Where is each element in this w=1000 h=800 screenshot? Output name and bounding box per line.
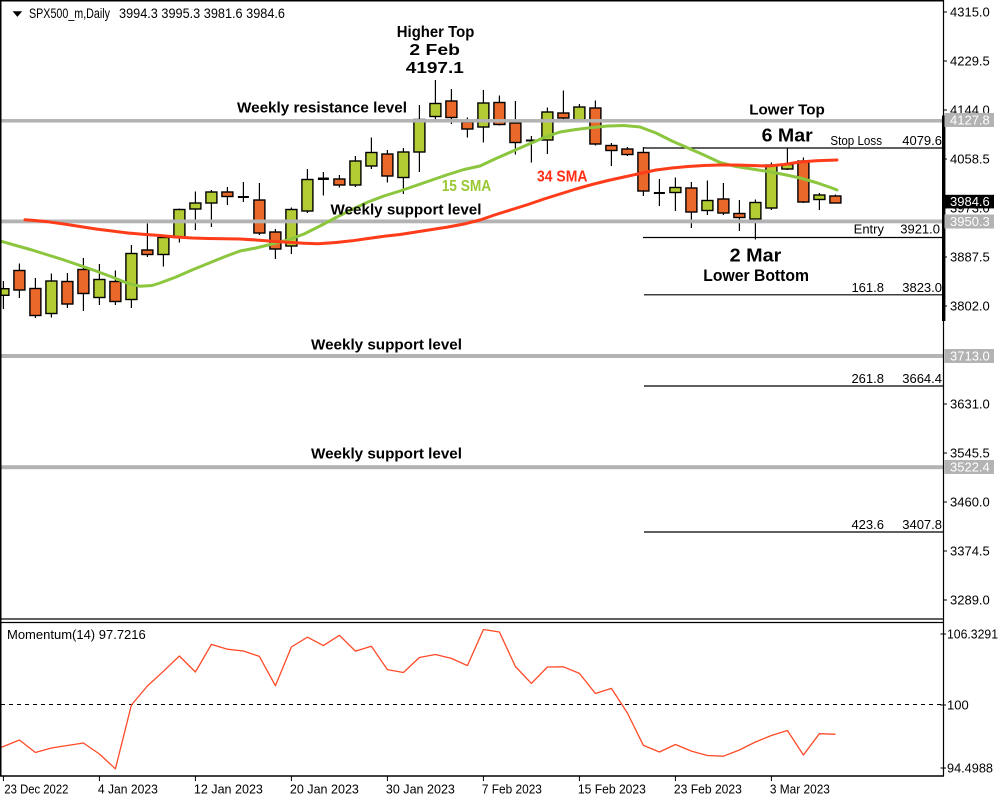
svg-text:3713.0: 3713.0 [950, 349, 990, 364]
svg-text:3802.0: 3802.0 [950, 299, 990, 314]
svg-text:3631.0: 3631.0 [950, 397, 990, 412]
svg-text:3823.0: 3823.0 [902, 280, 942, 295]
svg-text:Lower Top: Lower Top [749, 103, 825, 119]
svg-text:4058.5: 4058.5 [950, 152, 990, 167]
svg-text:3545.5: 3545.5 [950, 446, 990, 461]
svg-text:3984.6: 3984.6 [950, 194, 990, 209]
svg-text:3994.3 3995.3 3981.6 3984.6: 3994.3 3995.3 3981.6 3984.6 [119, 6, 285, 21]
svg-text:Weekly support level: Weekly support level [331, 202, 482, 219]
svg-text:3407.8: 3407.8 [902, 517, 942, 532]
svg-text:12 Jan 2023: 12 Jan 2023 [194, 782, 263, 797]
svg-text:6 Mar: 6 Mar [762, 126, 813, 146]
svg-text:7 Feb 2023: 7 Feb 2023 [482, 782, 542, 797]
svg-text:Lower Bottom: Lower Bottom [703, 267, 809, 285]
svg-text:94.4988: 94.4988 [947, 761, 993, 776]
svg-text:100: 100 [947, 698, 969, 713]
svg-text:34 SMA: 34 SMA [537, 168, 587, 185]
svg-text:Stop Loss: Stop Loss [830, 134, 882, 148]
svg-text:3887.5: 3887.5 [950, 250, 990, 265]
svg-text:4127.8: 4127.8 [950, 113, 990, 128]
svg-text:23 Feb 2023: 23 Feb 2023 [674, 782, 742, 797]
svg-text:Weekly resistance level: Weekly resistance level [237, 100, 407, 117]
svg-text:Weekly support level: Weekly support level [311, 445, 462, 462]
svg-text:423.6: 423.6 [851, 517, 884, 532]
svg-text:3522.4: 3522.4 [950, 460, 990, 475]
svg-text:106.3291: 106.3291 [947, 627, 998, 642]
svg-text:Entry: Entry [854, 222, 885, 237]
svg-text:2 Feb: 2 Feb [409, 42, 460, 59]
svg-text:SPX500_m,Daily: SPX500_m,Daily [29, 6, 110, 21]
svg-text:Momentum(14) 97.7216: Momentum(14) 97.7216 [7, 627, 146, 642]
svg-text:30 Jan 2023: 30 Jan 2023 [386, 782, 455, 797]
svg-text:2 Mar: 2 Mar [730, 245, 782, 265]
svg-text:4079.6: 4079.6 [902, 133, 942, 148]
svg-text:15 SMA: 15 SMA [442, 178, 492, 195]
svg-text:20 Jan 2023: 20 Jan 2023 [290, 782, 359, 797]
svg-text:4 Jan 2023: 4 Jan 2023 [98, 782, 158, 797]
svg-text:3921.0: 3921.0 [900, 222, 940, 237]
svg-text:3 Mar 2023: 3 Mar 2023 [770, 782, 830, 797]
svg-text:15 Feb 2023: 15 Feb 2023 [578, 782, 646, 797]
svg-text:261.8: 261.8 [851, 371, 884, 386]
svg-text:Weekly support level: Weekly support level [311, 336, 462, 353]
svg-text:3664.4: 3664.4 [902, 371, 942, 386]
svg-text:161.8: 161.8 [851, 280, 884, 295]
svg-text:23 Dec 2022: 23 Dec 2022 [4, 782, 68, 797]
svg-text:Higher Top: Higher Top [397, 24, 475, 41]
svg-text:4197.1: 4197.1 [406, 60, 464, 77]
svg-text:3950.3: 3950.3 [950, 214, 990, 229]
svg-text:3289.0: 3289.0 [950, 593, 990, 608]
svg-text:4315.0: 4315.0 [950, 5, 990, 20]
svg-text:3460.0: 3460.0 [950, 495, 990, 510]
svg-text:3374.5: 3374.5 [950, 544, 990, 559]
svg-text:4229.5: 4229.5 [950, 54, 990, 69]
